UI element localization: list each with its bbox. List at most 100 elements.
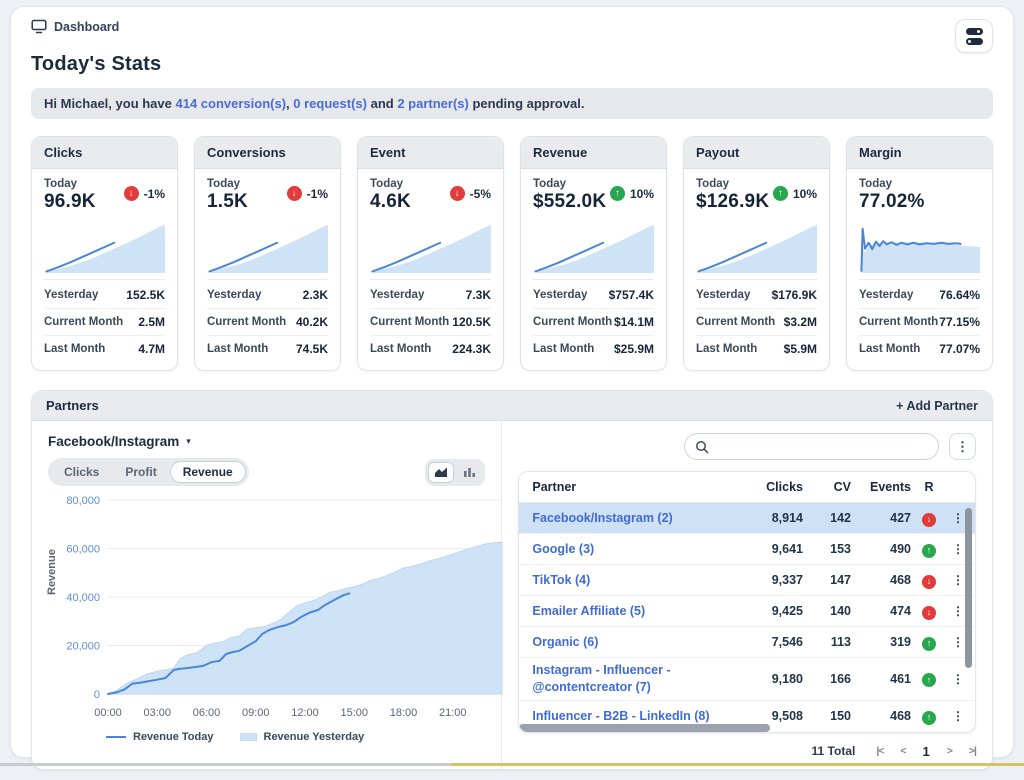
row-menu-button[interactable]: ⋮: [952, 635, 964, 649]
partner-search[interactable]: [684, 433, 939, 460]
stat-card-payout: Payout Today $126.9K ↑ 10% Yesterday $176.9K Cu…: [683, 136, 830, 371]
partner-dropdown[interactable]: Facebook/Instagram ▾: [48, 434, 191, 449]
cv-cell: 166: [830, 671, 851, 686]
horizontal-scrollbar[interactable]: [519, 723, 770, 732]
partners-link[interactable]: 2 partner(s): [397, 96, 469, 111]
prev-page-button[interactable]: <: [900, 745, 906, 758]
column-header-events: Events: [870, 480, 911, 494]
partner-link[interactable]: TikTok (4): [532, 572, 591, 587]
next-page-button[interactable]: >: [946, 745, 953, 758]
partner-link[interactable]: Google (3): [532, 541, 595, 556]
stat-row-label: Yesterday: [696, 289, 751, 301]
partner-link[interactable]: Instagram - Influencer - @contentcreator…: [532, 663, 671, 694]
row-menu-button[interactable]: ⋮: [952, 511, 964, 525]
clicks-cell: 7,546: [771, 635, 803, 649]
divider: [44, 279, 165, 280]
progress-segment-yellow: [450, 763, 1024, 766]
table-row[interactable]: TikTok (4) 9,337 147 468 ↓ ⋮: [519, 565, 975, 596]
column-header-partner: Partner: [532, 480, 577, 494]
breadcrumb[interactable]: Dashboard: [31, 19, 119, 34]
tab-clicks[interactable]: Clicks: [51, 461, 112, 483]
last-page-button[interactable]: >|: [968, 745, 977, 758]
partner-link[interactable]: Organic (6): [532, 634, 599, 649]
stat-row-label: Last Month: [370, 343, 432, 355]
stat-row-label: Current Month: [859, 316, 939, 328]
partner-link[interactable]: Influencer - B2B - LinkedIn (8): [532, 708, 710, 723]
breadcrumb-label: Dashboard: [54, 19, 120, 34]
column-header-r: R: [924, 480, 934, 494]
arrow-down-icon: ↓: [123, 186, 139, 201]
row-menu-button[interactable]: ⋮: [952, 709, 964, 724]
events-cell: 319: [890, 635, 911, 649]
divider: [207, 279, 328, 280]
search-input[interactable]: [715, 439, 928, 454]
bar-chart-button[interactable]: [456, 462, 482, 483]
svg-text:12:00: 12:00: [291, 707, 319, 719]
row-menu-button[interactable]: ⋮: [952, 542, 964, 556]
svg-text:00:00: 00:00: [94, 707, 122, 719]
table-row[interactable]: Organic (6) 7,546 113 319 ↑ ⋮: [519, 627, 975, 658]
tab-revenue[interactable]: Revenue: [169, 461, 246, 483]
stat-row-value: 120.5K: [452, 315, 491, 329]
divider: [859, 279, 980, 280]
row-menu-button[interactable]: ⋮: [952, 573, 964, 587]
row-menu-button[interactable]: ⋮: [952, 604, 964, 618]
stat-card-stat-row: Current Month $3.2M: [696, 309, 817, 336]
current-page-button[interactable]: 1: [922, 743, 930, 759]
page-title: Today's Stats: [31, 53, 162, 75]
table-menu-button[interactable]: ⋮: [949, 433, 976, 460]
stat-row-label: Current Month: [696, 316, 776, 328]
table-column: ⋮ Partner Clicks CV Events R Facebook/Instag…: [502, 421, 992, 769]
svg-text:18:00: 18:00: [390, 707, 418, 719]
clicks-cell: 8,914: [771, 511, 803, 525]
first-page-button[interactable]: |<: [876, 745, 884, 758]
stat-row-value: $14.1M: [613, 315, 654, 329]
trend-cell: ↓: [915, 509, 943, 527]
table-row[interactable]: Instagram - Influencer - @contentcreator…: [519, 658, 975, 701]
requests-link[interactable]: 0 request(s): [293, 96, 367, 111]
search-icon: [696, 440, 709, 453]
table-row[interactable]: Influencer - B2B - LinkedIn (8) 9,508 150 4…: [519, 701, 975, 732]
row-menu-button[interactable]: ⋮: [952, 671, 964, 686]
arrow-down-icon: ↓: [922, 574, 936, 589]
stat-card-body: Today 4.6K ↓ -5% Yesterday 7.3K Current Month 1…: [358, 169, 503, 370]
display-settings-button[interactable]: [955, 19, 993, 53]
pagination-total: 11 Total: [811, 744, 856, 759]
table-row[interactable]: Facebook/Instagram (2) 8,914 142 427 ↓ ⋮: [519, 503, 975, 534]
trend-percent: -1%: [143, 186, 165, 201]
trend-percent: -5%: [469, 186, 491, 201]
stat-card-conversions: Conversions Today 1.5K ↓ -1% Yesterday 2.3K Cur…: [194, 136, 341, 371]
stat-row-value: $176.9K: [771, 288, 817, 302]
today-label: Today: [859, 178, 893, 190]
table-row[interactable]: Google (3) 9,641 153 490 ↑ ⋮: [519, 534, 975, 565]
pagination: 11 Total |< < 1 > >|: [518, 743, 977, 759]
revenue-chart: Revenue 0 20,000 40,000 60,000 80,000 00:00 03…: [46, 490, 503, 729]
stat-card-today-row: Today 4.6K ↓ -5%: [370, 178, 491, 219]
today-label: Today: [696, 178, 730, 190]
vertical-scrollbar[interactable]: [965, 508, 972, 668]
area-chart-button[interactable]: [428, 461, 455, 483]
cv-cell: 153: [830, 542, 851, 556]
stat-card-body: Today 77.02% Yesterday 76.64% Current Month 7…: [847, 169, 992, 370]
conversions-link[interactable]: 414 conversion(s): [175, 96, 287, 111]
events-cell: 490: [890, 542, 911, 556]
clicks-cell: 9,425: [771, 604, 803, 618]
add-partner-button[interactable]: + Add Partner: [896, 398, 978, 413]
stat-card-body: Today $552.0K ↑ 10% Yesterday $757.4K Current …: [521, 169, 666, 370]
stat-row-value: 76.64%: [939, 288, 980, 302]
legend-item: Revenue Today: [106, 731, 214, 743]
partner-link[interactable]: Facebook/Instagram (2): [532, 510, 673, 525]
tab-profit[interactable]: Profit: [112, 461, 169, 483]
clicks-cell: 9,180: [771, 671, 803, 686]
svg-text:15:00: 15:00: [340, 707, 368, 719]
partner-link[interactable]: Emailer Affiliate (5): [532, 603, 646, 618]
stat-row-label: Last Month: [533, 343, 595, 355]
bar-chart-icon: [463, 468, 475, 477]
trend-percent: 10%: [629, 186, 654, 201]
stat-card-stat-row: Current Month 40.2K: [207, 309, 328, 336]
stat-card-stat-row: Last Month $5.9M: [696, 336, 817, 362]
table-row[interactable]: Emailer Affiliate (5) 9,425 140 474 ↓ ⋮: [519, 596, 975, 627]
arrow-up-icon: ↑: [922, 673, 936, 688]
stat-card-stat-row: Current Month 2.5M: [44, 309, 165, 336]
